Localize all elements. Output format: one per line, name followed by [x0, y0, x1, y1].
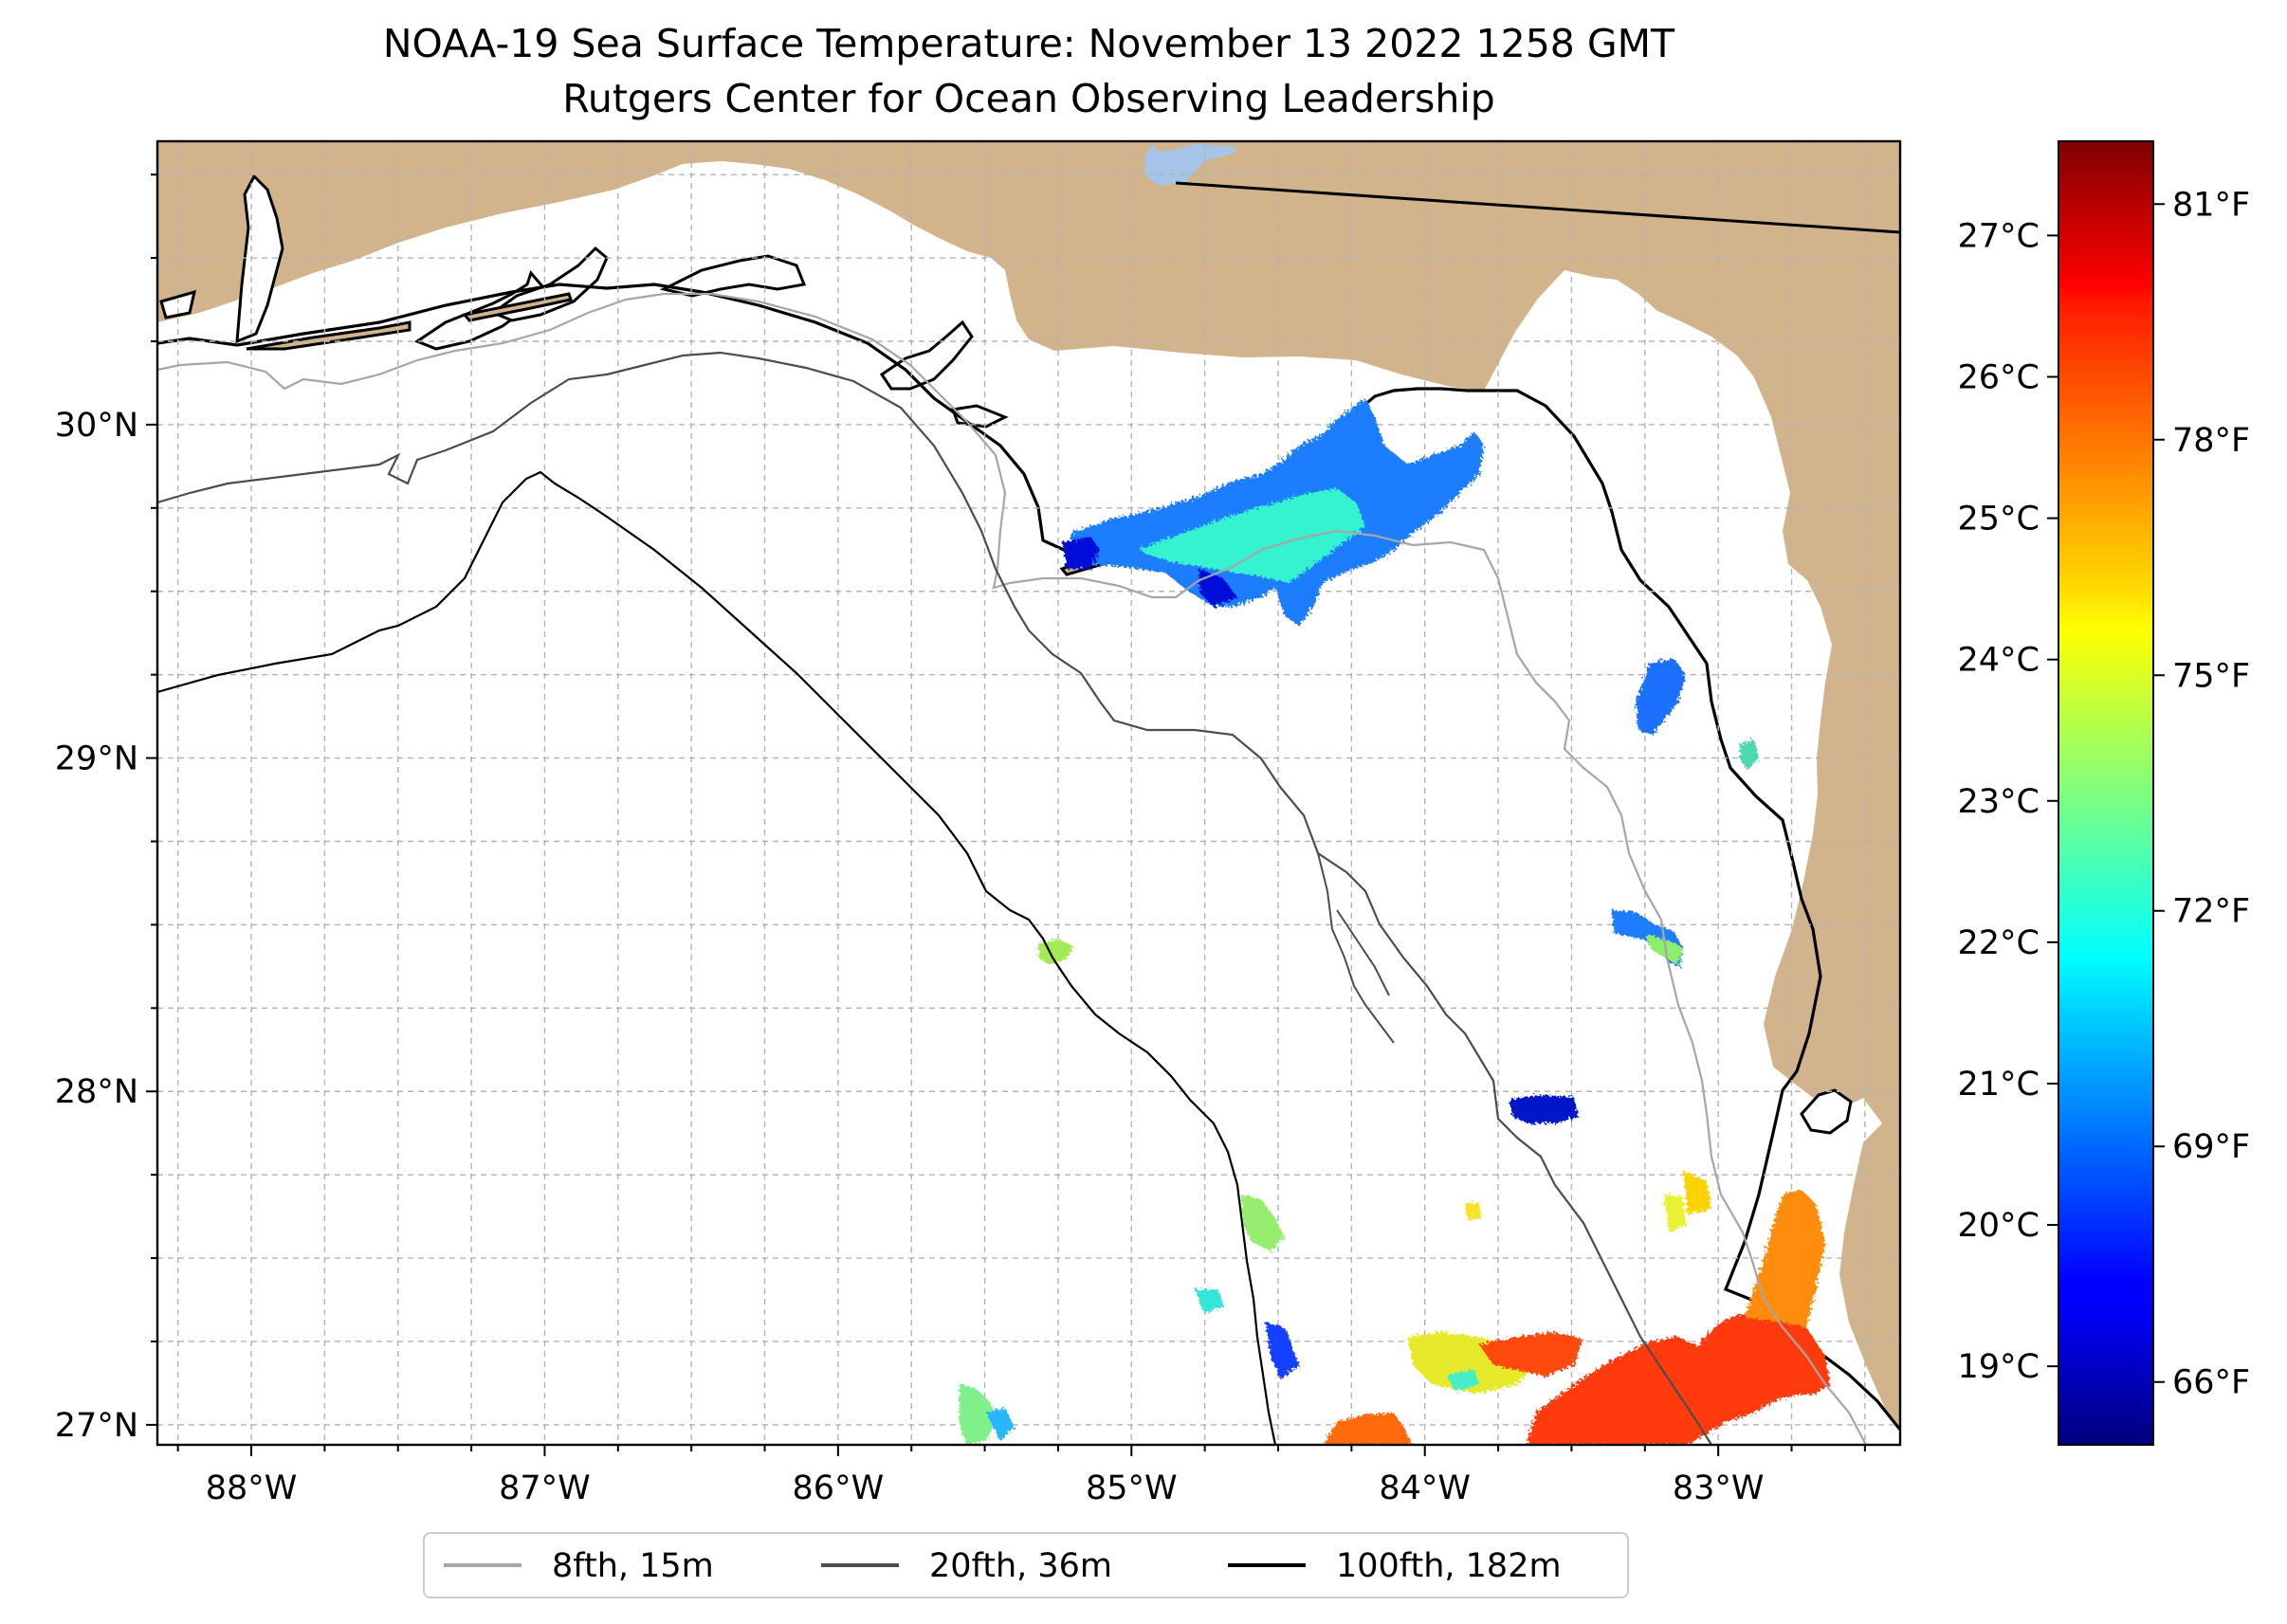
legend-label-100fth: 100fth, 182m — [1336, 1547, 1562, 1585]
fahrenheit-tick-label: 81°F — [2172, 186, 2250, 224]
sst-patch-warm-south — [1323, 1413, 1413, 1445]
legend: 8fth, 15m 20fth, 36m 100fth, 182m — [423, 1532, 1629, 1598]
state-boundary — [1175, 181, 1900, 234]
sst-patch-cyan-south — [1446, 1370, 1479, 1392]
celsius-tick-label: 21°C — [1958, 1066, 2040, 1104]
st-andrews-bay — [659, 254, 807, 298]
fahrenheit-tick-label: 72°F — [2172, 893, 2250, 931]
lat-tick-label: 30°N — [55, 407, 138, 445]
colorbar-gradient — [2058, 140, 2154, 1446]
barrier-island-a — [246, 320, 412, 351]
fahrenheit-tick-label: 66°F — [2172, 1364, 2250, 1402]
title-line-2: Rutgers Center for Ocean Observing Leade… — [562, 76, 1495, 121]
fahrenheit-tick-label: 78°F — [2172, 422, 2250, 460]
contour-100fth — [157, 470, 1277, 1445]
celsius-tick-label: 19°C — [1958, 1348, 2040, 1386]
apalachicola-bay — [879, 319, 974, 391]
lon-tick-label: 87°W — [499, 1469, 591, 1507]
celsius-tick-label: 24°C — [1958, 642, 2040, 680]
sst-patch-mid-green — [1645, 934, 1683, 965]
sst-patch-southwest — [960, 1384, 996, 1445]
sst-patch-big-bend-cyan — [1138, 488, 1365, 583]
sst-patch-warm-east — [1745, 1190, 1825, 1327]
sst-patch-yellow-small — [1465, 1202, 1481, 1220]
lon-axis: 88°W 87°W 86°W 85°W 84°W 83°W — [176, 1445, 1866, 1507]
fahrenheit-tick-label: 75°F — [2172, 657, 2250, 695]
sst-patch-warm-main — [1527, 1308, 1830, 1445]
sst-patch-blue-south — [1266, 1323, 1299, 1379]
sst-patch-southwest-blue — [986, 1408, 1015, 1441]
celsius-tick-label: 20°C — [1958, 1207, 2040, 1245]
legend-label-20fth: 20fth, 36m — [929, 1547, 1112, 1585]
celsius-tick-label: 23°C — [1958, 783, 2040, 821]
lat-tick-label: 29°N — [55, 740, 138, 778]
celsius-tick-label: 26°C — [1958, 358, 2040, 396]
celsius-tick-label: 27°C — [1958, 217, 2040, 255]
colorbar-celsius-ticks: 19°C 20°C 21°C 22°C 23°C 24°C 25°C 26°C 27°C — [1958, 217, 2058, 1386]
sst-patch-east-blue — [1636, 658, 1686, 735]
sst-patch-south-green — [1242, 1195, 1285, 1251]
lon-tick-label: 84°W — [1379, 1469, 1471, 1507]
sst-patch-small-cyan — [1740, 739, 1759, 770]
contour-20fth — [157, 351, 1712, 1445]
contour-20fth-detail — [1317, 852, 1395, 1044]
colorbar: 19°C 20°C 21°C 22°C 23°C 24°C 25°C 26°C 27°C 66°… — [1958, 140, 2250, 1446]
lat-tick-label: 28°N — [55, 1073, 138, 1111]
lat-tick-label: 27°N — [55, 1407, 138, 1445]
sst-patch-big-bend-dark — [1062, 537, 1100, 569]
celsius-tick-label: 22°C — [1958, 924, 2040, 962]
sst-patch-mid-south — [1664, 1195, 1686, 1232]
colorbar-fahrenheit-ticks: 66°F 69°F 72°F 75°F 78°F 81°F — [2153, 186, 2250, 1402]
lat-axis: 27°N 28°N 29°N 30°N — [55, 173, 157, 1445]
lon-tick-label: 88°W — [206, 1469, 298, 1507]
bay-west — [159, 289, 197, 319]
map-panel — [157, 141, 1900, 1445]
sst-patch-big-bend-dark2 — [1199, 569, 1237, 607]
mobile-bay — [235, 173, 284, 344]
contour-8fth — [157, 292, 1867, 1445]
lon-tick-label: 83°W — [1673, 1469, 1765, 1507]
land-mass — [157, 141, 1900, 1430]
sst-patch-ne-south — [1683, 1171, 1711, 1215]
lon-tick-label: 86°W — [793, 1469, 885, 1507]
sst-data — [960, 398, 1830, 1445]
fahrenheit-tick-label: 69°F — [2172, 1128, 2250, 1166]
coastline — [157, 283, 1900, 1431]
lon-tick-label: 85°W — [1086, 1469, 1178, 1507]
legend-label-8fth: 8fth, 15m — [552, 1547, 714, 1585]
map-frame — [156, 139, 1902, 1447]
title-line-1: NOAA-19 Sea Surface Temperature: Novembe… — [383, 21, 1675, 66]
tampa-bay — [1800, 1088, 1853, 1135]
legend-box — [423, 1532, 1629, 1598]
sst-patch-dark-blue — [1509, 1095, 1578, 1123]
sst-patch-south-cyan — [1195, 1289, 1223, 1313]
lake — [1144, 144, 1237, 186]
celsius-tick-label: 25°C — [1958, 501, 2040, 538]
sst-patch-warm-mid — [1479, 1332, 1583, 1377]
gridlines — [157, 141, 1900, 1445]
